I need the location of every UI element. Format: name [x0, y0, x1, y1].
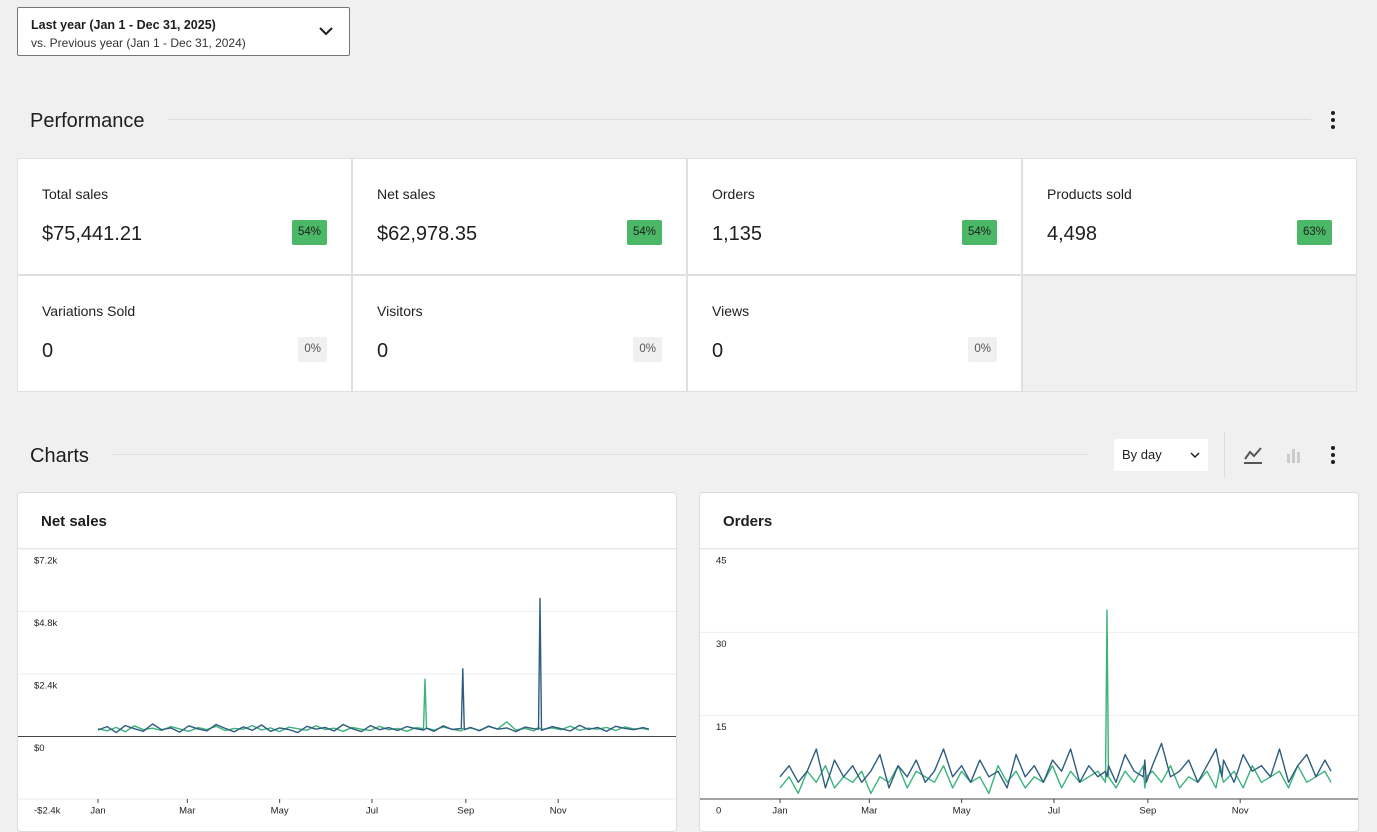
kpi-delta: 54%	[961, 220, 997, 245]
chart-title: Net sales	[41, 513, 107, 530]
kpi-delta: 54%	[626, 220, 662, 245]
more-menu[interactable]	[1323, 444, 1343, 466]
x-tick-label: Nov	[550, 806, 567, 817]
bar-chart-toggle[interactable]	[1283, 444, 1305, 466]
kpi-value: $62,978.35	[377, 223, 478, 245]
series-line	[97, 678, 650, 733]
x-tick-label: Jul	[1048, 806, 1060, 817]
x-tick-label: Sep	[457, 806, 474, 817]
chart-panel: Orders 0 15 30 45 Jan Mar May Jul Sep Nov	[699, 492, 1359, 832]
y-tick-label: -$2.4k	[34, 806, 61, 817]
date-range-compare: vs. Previous year (Jan 1 - Dec 31, 2024)	[31, 36, 246, 50]
x-tick-label: May	[271, 806, 289, 817]
kpi-label: Products sold	[1047, 186, 1132, 202]
kpi-card[interactable]: Orders 1,135 54%	[687, 158, 1022, 275]
x-tick-label: Mar	[861, 806, 877, 817]
y-tick-label: $4.8k	[34, 618, 57, 629]
chart: 0 15 30 45 Jan Mar May Jul Sep Nov	[700, 548, 1358, 817]
kpi-delta: 0%	[298, 337, 327, 362]
y-tick-label: 0	[716, 806, 721, 817]
kpi-card[interactable]: Net sales $62,978.35 54%	[352, 158, 687, 275]
kpi-delta: 54%	[291, 220, 327, 245]
series-line	[779, 742, 1332, 789]
chart-panel: Net sales -$2.4k $0 $2.4k $4.8k $7.2k Jan Mar M…	[17, 492, 677, 832]
empty-card	[1022, 275, 1357, 392]
kpi-label: Visitors	[377, 303, 423, 319]
kpi-card[interactable]: Variations Sold 0 0%	[17, 275, 352, 392]
x-tick-label: Mar	[179, 806, 195, 817]
y-tick-label: 30	[716, 639, 727, 650]
interval-value: By day	[1122, 447, 1162, 462]
divider	[168, 119, 1311, 120]
x-tick-label: May	[953, 806, 971, 817]
kpi-label: Orders	[712, 186, 755, 202]
chart-title: Orders	[723, 513, 773, 530]
kpi-delta: 63%	[1296, 220, 1332, 245]
x-tick-label: Nov	[1232, 806, 1249, 817]
series-line	[97, 597, 650, 734]
kpi-card[interactable]: Products sold 4,498 63%	[1022, 158, 1357, 275]
x-tick-label: Jul	[366, 806, 378, 817]
chevron-icon	[1190, 452, 1200, 459]
kpi-card[interactable]: Visitors 0 0%	[352, 275, 687, 392]
y-tick-label: 15	[716, 722, 727, 733]
x-tick-label: Jan	[90, 806, 105, 817]
kpi-label: Views	[712, 303, 750, 319]
kpi-label: Variations Sold	[42, 303, 136, 319]
kpi-value: 0	[712, 340, 724, 362]
more-menu[interactable]	[1323, 109, 1343, 131]
section-heading: Charts	[30, 445, 89, 467]
x-tick-label: Jan	[772, 806, 787, 817]
y-tick-label: 45	[716, 556, 727, 567]
interval-select[interactable]: By day	[1114, 439, 1208, 471]
kpi-card[interactable]: Total sales $75,441.21 54%	[17, 158, 352, 275]
section-heading: Performance	[30, 110, 145, 132]
divider	[1224, 432, 1225, 478]
kpi-value: 0	[42, 340, 54, 362]
y-tick-label: $2.4k	[34, 681, 57, 692]
chevron-icon	[319, 27, 333, 36]
date-range-primary: Last year (Jan 1 - Dec 31, 2025)	[31, 18, 216, 32]
kpi-delta: 0%	[968, 337, 997, 362]
x-tick-label: Sep	[1139, 806, 1156, 817]
series-line	[779, 609, 1332, 795]
divider	[113, 454, 1088, 455]
kpi-value: 4,498	[1047, 223, 1098, 245]
kpi-value: $75,441.21	[42, 223, 143, 245]
kpi-label: Net sales	[377, 186, 436, 202]
kpi-card[interactable]: Views 0 0%	[687, 275, 1022, 392]
kpi-delta: 0%	[633, 337, 662, 362]
kpi-label: Total sales	[42, 186, 109, 202]
y-tick-label: $7.2k	[34, 556, 57, 567]
kpi-value: 1,135	[712, 223, 763, 245]
kpi-value: 0	[377, 340, 389, 362]
line-chart-toggle[interactable]	[1242, 444, 1264, 466]
chart: -$2.4k $0 $2.4k $4.8k $7.2k Jan Mar May Jul Sep No…	[18, 548, 676, 817]
y-tick-label: $0	[34, 743, 45, 754]
date-range-picker[interactable]: Last year (Jan 1 - Dec 31, 2025) vs. Pre…	[17, 7, 350, 56]
